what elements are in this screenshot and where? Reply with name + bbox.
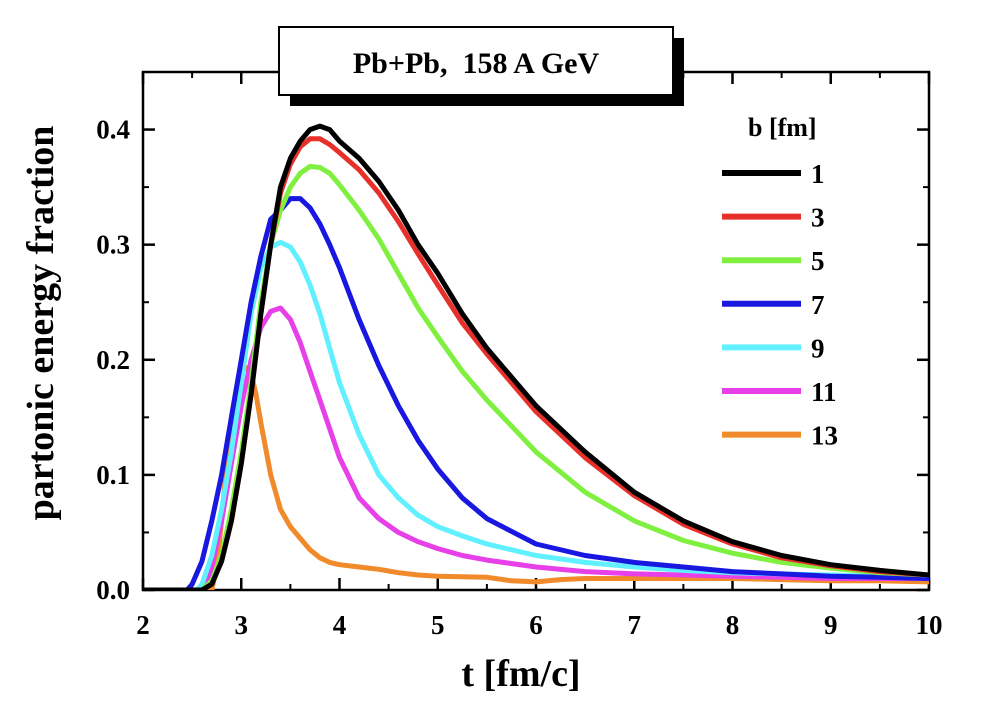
y-tick-label: 0.2 xyxy=(96,345,130,375)
x-tick-label: 5 xyxy=(431,610,445,640)
legend-label-b9: 9 xyxy=(811,333,825,363)
legend-label-b5: 5 xyxy=(811,246,825,276)
series-line-b9 xyxy=(143,239,929,590)
title-frame xyxy=(278,26,674,96)
x-axis-title: t [fm/c] xyxy=(461,653,580,695)
plot-area xyxy=(141,70,931,592)
x-tick-label: 2 xyxy=(136,610,150,640)
x-tick-label: 6 xyxy=(529,610,543,640)
legend-label-b13: 13 xyxy=(811,421,838,451)
series-line-b7 xyxy=(143,196,929,590)
legend-label-b1: 1 xyxy=(811,159,825,189)
legend-label-b11: 11 xyxy=(811,377,837,407)
y-tick-label: 0.3 xyxy=(96,230,130,260)
tick-labels: 2 3 4 5 6 7 8 9 10 0.0 0.1 0.2 0.3 0.4 xyxy=(96,115,942,640)
title-box: Pb+Pb, 158 A GeV xyxy=(278,26,684,106)
legend-label-b3: 3 xyxy=(811,203,825,233)
x-tick-label: 9 xyxy=(824,610,838,640)
x-tick-label: 7 xyxy=(628,610,642,640)
x-tick-label: 3 xyxy=(235,610,249,640)
x-tick-label: 8 xyxy=(726,610,740,640)
y-tick-label: 0.4 xyxy=(96,115,130,145)
y-tick-label: 0.0 xyxy=(96,575,130,605)
legend-label-b7: 7 xyxy=(811,290,825,320)
x-tick-label: 4 xyxy=(333,610,347,640)
series-line-b1 xyxy=(143,123,929,590)
y-tick-label: 0.1 xyxy=(96,460,130,490)
series-lines xyxy=(143,123,929,590)
legend-title: b [fm] xyxy=(748,113,817,142)
chart-title: Pb+Pb, 158 A GeV xyxy=(353,47,600,80)
y-axis-title: partonic energy fraction xyxy=(20,126,62,521)
x-tick-label: 10 xyxy=(916,610,943,640)
